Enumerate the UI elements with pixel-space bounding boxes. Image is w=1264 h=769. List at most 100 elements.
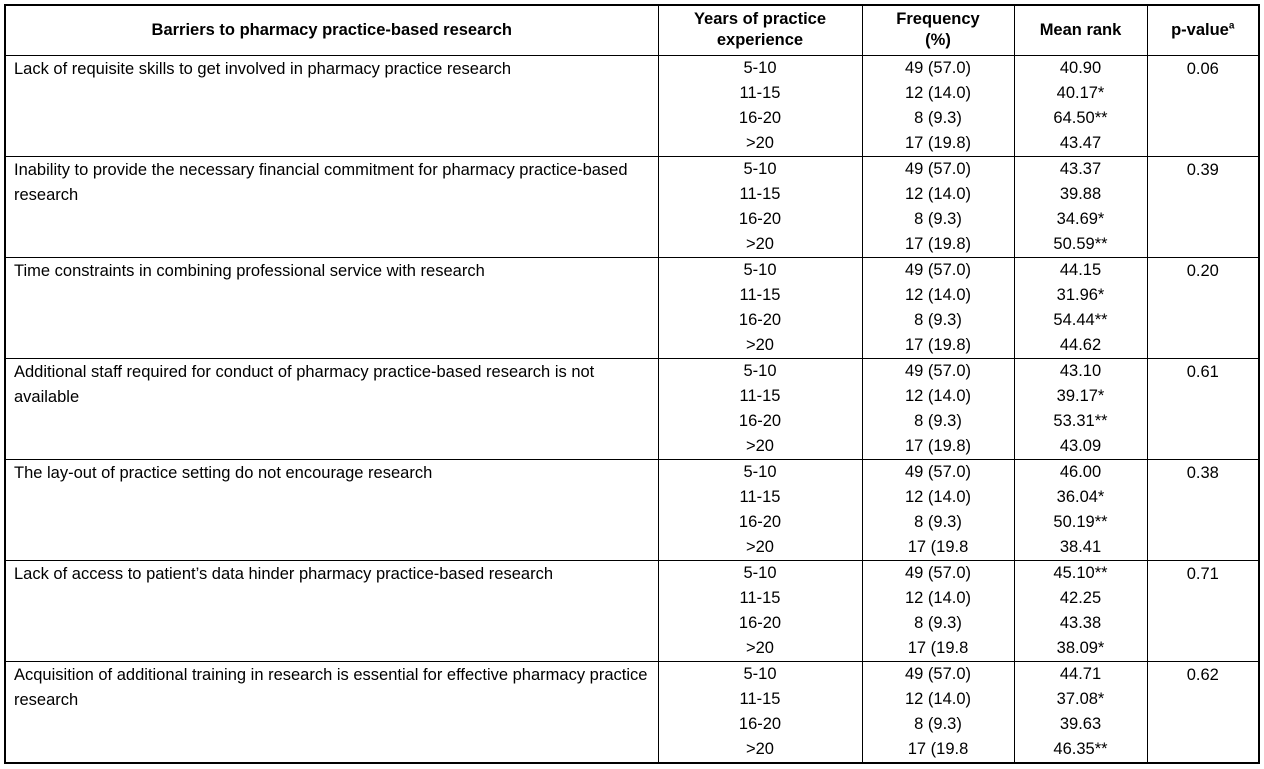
mean-rank-cell: 39.17* xyxy=(1013,383,1148,409)
frequency-cell: 49 (57.0) xyxy=(861,660,1015,687)
years-cell: 11-15 xyxy=(657,484,863,510)
table-row: 16-20 8 (9.3) 39.63 xyxy=(5,711,1259,737)
table-row: The lay-out of practice setting do not e… xyxy=(4,458,1260,560)
years-cell: 16-20 xyxy=(657,105,863,131)
mean-rank-cell: 43.38 xyxy=(1013,610,1148,636)
years-cell: 11-15 xyxy=(657,282,863,308)
header-row: Barriers to pharmacy practice-based rese… xyxy=(4,4,1260,56)
frequency-cell: 49 (57.0) xyxy=(861,458,1015,485)
frequency-cell: 49 (57.0) xyxy=(861,155,1015,182)
years-cell: 16-20 xyxy=(657,206,863,232)
years-cell: 16-20 xyxy=(657,711,863,737)
mean-rank-cell: 43.47 xyxy=(1013,130,1148,156)
table-row: >20 17 (19.8) 43.09 xyxy=(5,433,1259,459)
barrier-label: The lay-out of practice setting do not e… xyxy=(4,458,659,560)
frequency-cell: 49 (57.0) xyxy=(861,256,1015,283)
table-body: Lack of requisite skills to get involved… xyxy=(4,54,1260,763)
table-row: Lack of requisite skills to get involved… xyxy=(4,54,1260,156)
table-row: 16-20 8 (9.3) 64.50** xyxy=(5,105,1259,131)
p-value-footnote-marker: a xyxy=(1228,20,1235,32)
frequency-cell: 49 (57.0) xyxy=(861,559,1015,586)
p-value-cell: 0.39 xyxy=(1146,155,1260,257)
col-header-years: Years of practice experience xyxy=(657,4,863,56)
years-cell: 16-20 xyxy=(657,408,863,434)
table-row: >20 17 (19.8 38.09* xyxy=(5,635,1259,661)
barrier-label: Lack of requisite skills to get involved… xyxy=(4,54,659,156)
col-header-p-value: p-valuea xyxy=(1146,4,1260,56)
table-row: >20 17 (19.8) 44.62 xyxy=(5,332,1259,358)
frequency-cell: 12 (14.0) xyxy=(861,383,1015,409)
p-value-label: p-value xyxy=(1171,20,1229,39)
frequency-cell: 12 (14.0) xyxy=(861,282,1015,308)
frequency-cell: 8 (9.3) xyxy=(861,610,1015,636)
mean-rank-cell: 39.88 xyxy=(1013,181,1148,207)
frequency-cell: 17 (19.8 xyxy=(861,635,1015,661)
col-header-frequency: Frequency (%) xyxy=(861,4,1015,56)
barrier-label: Time constraints in combining profession… xyxy=(4,256,659,358)
years-cell: 5-10 xyxy=(657,660,863,687)
mean-rank-cell: 40.17* xyxy=(1013,80,1148,106)
frequency-cell: 12 (14.0) xyxy=(861,80,1015,106)
years-cell: >20 xyxy=(657,332,863,358)
years-cell: 16-20 xyxy=(657,610,863,636)
years-cell: 11-15 xyxy=(657,383,863,409)
table-row: 16-20 8 (9.3) 54.44** xyxy=(5,307,1259,333)
mean-rank-cell: 31.96* xyxy=(1013,282,1148,308)
barrier-label: Inability to provide the necessary finan… xyxy=(4,155,659,257)
mean-rank-cell: 43.10 xyxy=(1013,357,1148,384)
table-row: 11-15 12 (14.0) 31.96* xyxy=(5,282,1259,308)
frequency-cell: 17 (19.8) xyxy=(861,433,1015,459)
years-cell: >20 xyxy=(657,635,863,661)
frequency-cell: 17 (19.8 xyxy=(861,736,1015,763)
barrier-label: Lack of access to patient’s data hinder … xyxy=(4,559,659,661)
years-cell: >20 xyxy=(657,534,863,560)
table-row: 16-20 8 (9.3) 53.31** xyxy=(5,408,1259,434)
mean-rank-cell: 53.31** xyxy=(1013,408,1148,434)
barrier-label: Acquisition of additional training in re… xyxy=(4,660,659,763)
col-header-mean-rank: Mean rank xyxy=(1013,4,1148,56)
mean-rank-cell: 44.71 xyxy=(1013,660,1148,687)
years-cell: 16-20 xyxy=(657,509,863,535)
barrier-label: Additional staff required for conduct of… xyxy=(4,357,659,459)
years-cell: >20 xyxy=(657,231,863,257)
frequency-cell: 8 (9.3) xyxy=(861,307,1015,333)
years-cell: 11-15 xyxy=(657,686,863,712)
years-cell: 11-15 xyxy=(657,585,863,611)
mean-rank-cell: 43.09 xyxy=(1013,433,1148,459)
table-row: Additional staff required for conduct of… xyxy=(4,357,1260,459)
mean-rank-cell: 37.08* xyxy=(1013,686,1148,712)
frequency-cell: 8 (9.3) xyxy=(861,711,1015,737)
frequency-cell: 8 (9.3) xyxy=(861,509,1015,535)
mean-rank-cell: 42.25 xyxy=(1013,585,1148,611)
mean-rank-cell: 46.00 xyxy=(1013,458,1148,485)
p-value-cell: 0.38 xyxy=(1146,458,1260,560)
table-row: >20 17 (19.8 46.35** xyxy=(5,736,1259,763)
col-header-barriers: Barriers to pharmacy practice-based rese… xyxy=(4,4,659,56)
p-value-cell: 0.71 xyxy=(1146,559,1260,661)
frequency-cell: 17 (19.8 xyxy=(861,534,1015,560)
frequency-cell: 49 (57.0) xyxy=(861,357,1015,384)
frequency-cell: 12 (14.0) xyxy=(861,585,1015,611)
table-row: >20 17 (19.8) 50.59** xyxy=(5,231,1259,257)
mean-rank-cell: 36.04* xyxy=(1013,484,1148,510)
mean-rank-cell: 40.90 xyxy=(1013,54,1148,81)
p-value-cell: 0.06 xyxy=(1146,54,1260,156)
table-row: 11-15 12 (14.0) 39.88 xyxy=(5,181,1259,207)
frequency-cell: 12 (14.0) xyxy=(861,181,1015,207)
mean-rank-cell: 38.41 xyxy=(1013,534,1148,560)
table-row: 11-15 12 (14.0) 36.04* xyxy=(5,484,1259,510)
table-row: Lack of access to patient’s data hinder … xyxy=(4,559,1260,661)
years-cell: 16-20 xyxy=(657,307,863,333)
years-cell: 5-10 xyxy=(657,54,863,81)
years-cell: 5-10 xyxy=(657,559,863,586)
p-value-cell: 0.62 xyxy=(1146,660,1260,763)
years-cell: >20 xyxy=(657,736,863,763)
mean-rank-cell: 44.15 xyxy=(1013,256,1148,283)
years-cell: 5-10 xyxy=(657,256,863,283)
frequency-cell: 12 (14.0) xyxy=(861,484,1015,510)
mean-rank-cell: 46.35** xyxy=(1013,736,1148,763)
table-row: 11-15 12 (14.0) 37.08* xyxy=(5,686,1259,712)
frequency-cell: 49 (57.0) xyxy=(861,54,1015,81)
mean-rank-cell: 54.44** xyxy=(1013,307,1148,333)
